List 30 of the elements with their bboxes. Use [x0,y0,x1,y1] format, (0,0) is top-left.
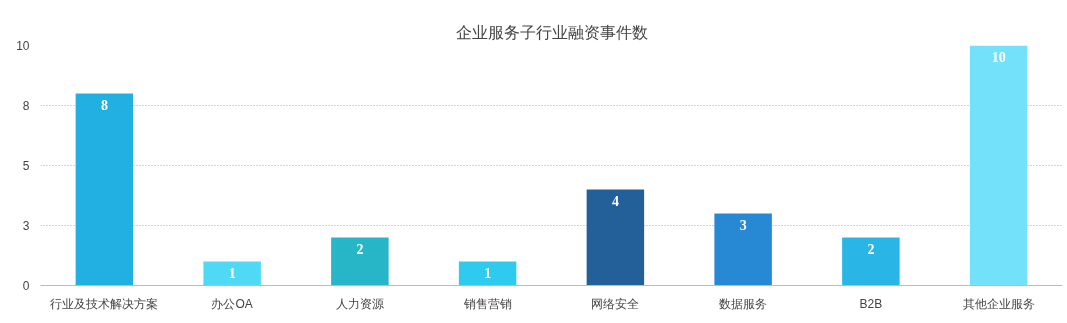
bar [969,45,1028,286]
bar [331,237,389,286]
bar [586,189,645,286]
x-tick-label: 人力资源 [335,296,384,311]
data-label: 1 [484,265,492,281]
x-tick-label: B2B [859,296,883,311]
data-label: 2 [356,241,364,257]
x-tick-label: 网络安全 [591,296,640,311]
y-tick-label: 0 [22,279,30,293]
bar [458,261,517,286]
bar [75,93,134,286]
bar [203,261,261,286]
chart-title: 企业服务子行业融资事件数 [455,23,648,41]
data-label: 1 [228,265,236,281]
x-tick-label: 数据服务 [719,296,768,311]
x-tick-label: 其他企业服务 [962,296,1035,311]
x-tick-label: 办公OA [211,296,253,311]
bar [714,213,772,286]
y-tick-label: 5 [22,159,30,173]
y-tick-label: 3 [22,219,30,233]
x-tick-label: 行业及技术解决方案 [50,296,159,311]
x-tick-label: 销售营销 [462,296,512,311]
data-label: 10 [991,49,1006,65]
data-label: 2 [867,241,875,257]
data-label: 4 [611,193,619,209]
bar [842,237,900,286]
y-tick-label: 10 [16,39,30,53]
data-label: 8 [100,97,108,113]
data-label: 3 [739,217,747,233]
y-tick-label: 8 [22,99,30,113]
